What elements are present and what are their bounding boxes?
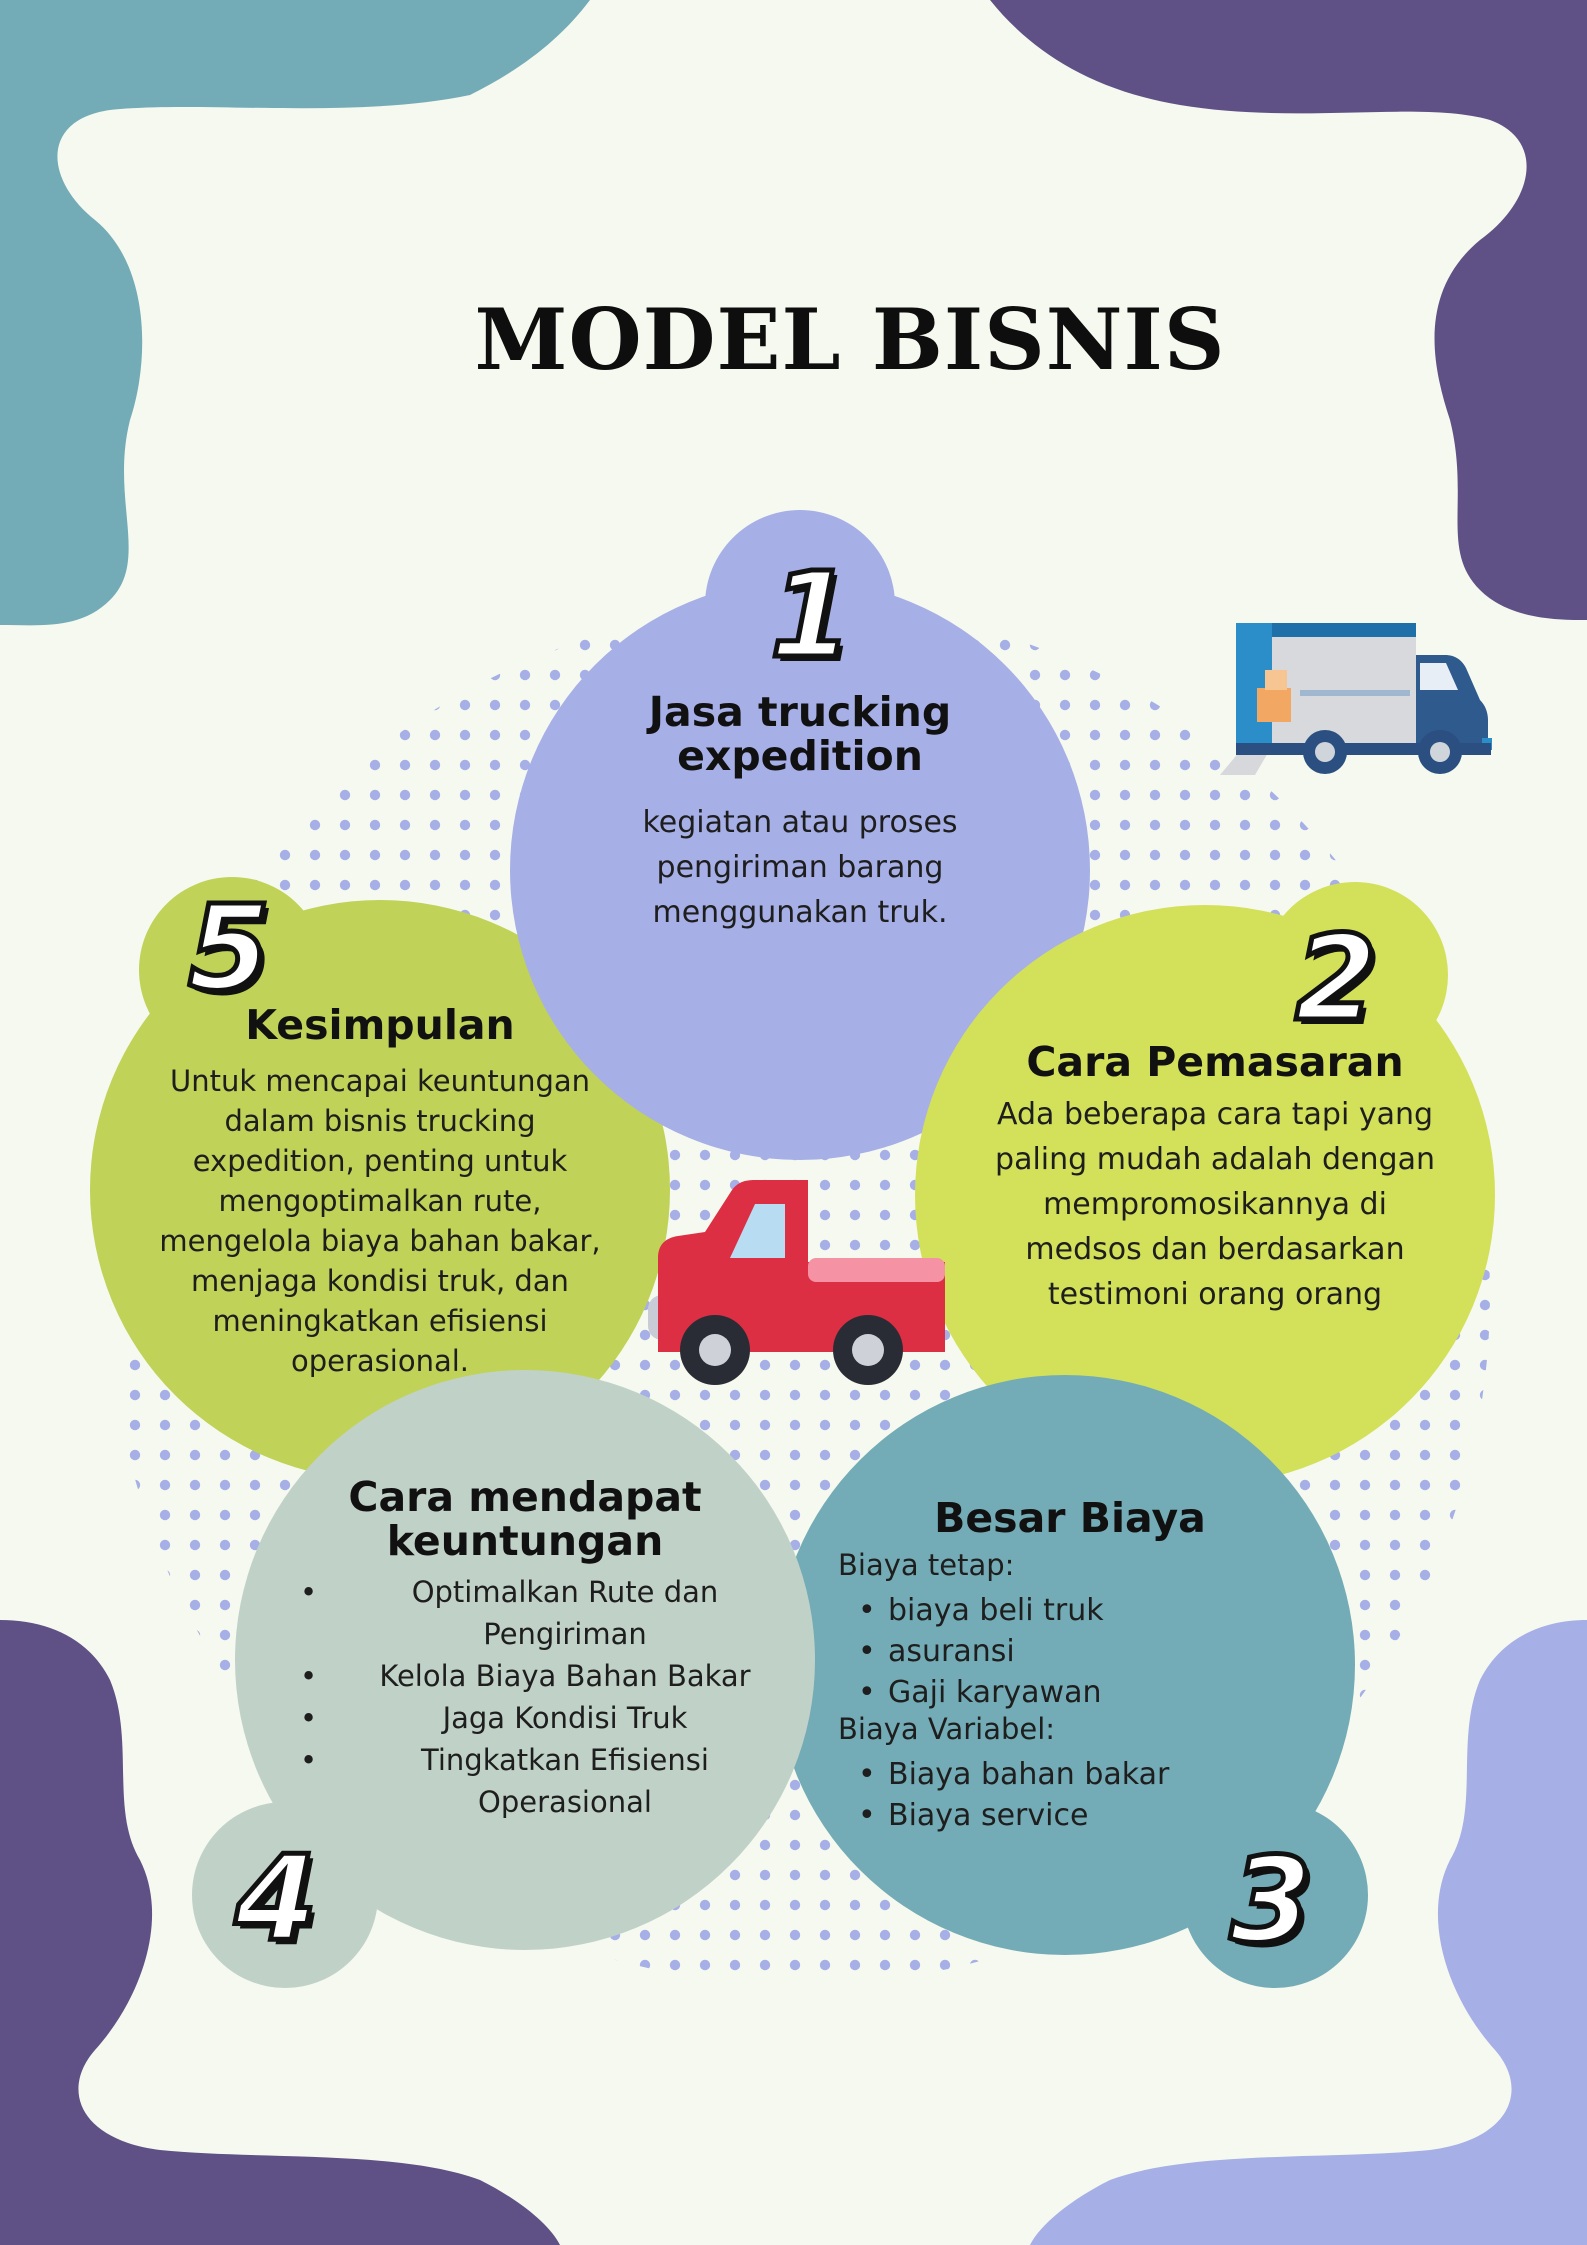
section-2-heading: Cara Pemasaran <box>1026 1038 1404 1086</box>
corner-blob-top-left <box>0 0 590 626</box>
circle-3-bubble <box>1182 1802 1368 1988</box>
list-item: • Kelola Biaya Bahan Bakar <box>300 1659 751 1693</box>
section-3-variable-list: Biaya bahan bakar Biaya service <box>858 1754 1169 1836</box>
section-3-heading: Besar Biaya <box>934 1494 1206 1542</box>
section-4-heading: Cara mendapat keuntungan <box>348 1473 702 1565</box>
corner-blob-bottom-right <box>1030 1620 1587 2245</box>
section-3-number: 3 <box>1227 1831 1314 1969</box>
section-1-text: kegiatan atau proses pengiriman barang m… <box>642 805 958 930</box>
section-5-number: 5 <box>185 879 272 1017</box>
section-4-list: • Optimalkan Rute dan Pengiriman • Kelol… <box>295 1571 775 1823</box>
section-2-text: Ada beberapa cara tapi yang paling mudah… <box>995 1097 1435 1312</box>
list-item: • Tingkatkan Efisiensi Operasional <box>300 1743 709 1819</box>
section-3-fixed-label: Biaya tetap: <box>838 1548 1015 1582</box>
circle-4 <box>235 1370 815 1950</box>
section-5-heading: Kesimpulan <box>245 1001 515 1049</box>
box-truck-icon <box>1220 623 1492 775</box>
list-item: Biaya service <box>858 1795 1169 1836</box>
circle-2 <box>915 905 1495 1485</box>
list-item: Gaji karyawan <box>858 1672 1104 1713</box>
list-item: • Optimalkan Rute dan Pengiriman <box>300 1575 719 1651</box>
list-item: asuransi <box>858 1631 1104 1672</box>
section-3-variable-label: Biaya Variabel: <box>838 1712 1056 1746</box>
section-2: Cara Pemasaran Ada beberapa cara tapi ya… <box>960 1040 1470 1317</box>
section-1: Jasa trucking expedition kegiatan atau p… <box>580 690 1020 935</box>
page-title: MODEL BISNIS <box>474 290 1226 389</box>
section-1-heading: Jasa trucking expedition <box>648 688 952 780</box>
section-3-fixed-list: biaya beli truk asuransi Gaji karyawan <box>858 1590 1104 1713</box>
list-item: Biaya bahan bakar <box>858 1754 1169 1795</box>
circle-1 <box>510 580 1090 1160</box>
pickup-truck-icon <box>648 1180 945 1385</box>
corner-blob-top-right <box>990 0 1587 620</box>
corner-blob-bottom-left <box>0 1620 560 2245</box>
section-1-number: 1 <box>767 546 854 684</box>
section-4: Cara mendapat keuntungan <box>300 1475 750 1563</box>
section-5: Kesimpulan Untuk mencapai keuntungan dal… <box>150 1003 610 1381</box>
list-item: • Jaga Kondisi Truk <box>300 1701 688 1735</box>
list-item: biaya beli truk <box>858 1590 1104 1631</box>
section-5-text: Untuk mencapai keuntungan dalam bisnis t… <box>159 1064 601 1378</box>
section-4-number: 4 <box>232 1829 319 1967</box>
circle-5 <box>90 900 670 1480</box>
section-2-number: 2 <box>1292 909 1379 1047</box>
